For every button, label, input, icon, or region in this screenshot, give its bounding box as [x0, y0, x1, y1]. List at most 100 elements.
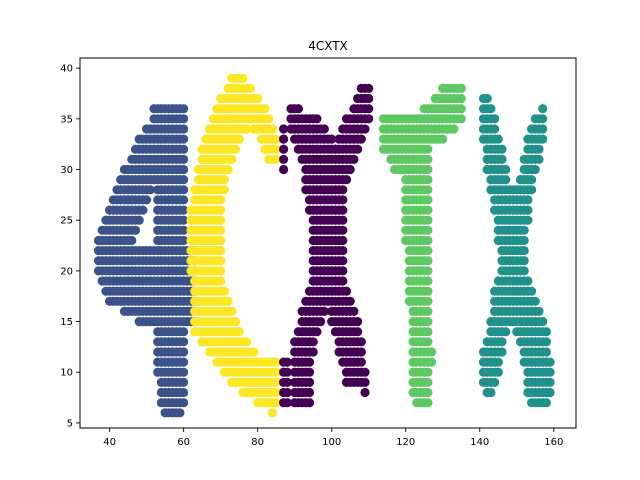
scatter-point [545, 357, 555, 367]
scatter-point [527, 185, 537, 195]
scatter-point [279, 124, 289, 134]
scatter-point [353, 144, 363, 154]
scatter-point [538, 134, 548, 144]
scatter-point [279, 134, 289, 144]
scatter-point [179, 195, 189, 205]
scatter-point [179, 124, 189, 134]
scatter-point [497, 337, 507, 347]
scatter-point [364, 104, 374, 114]
scatter-point [338, 256, 348, 266]
scatter-point [497, 154, 507, 164]
scatter-point [179, 175, 189, 185]
scatter-point [338, 266, 348, 276]
scatter-point [493, 367, 503, 377]
scatter-point [356, 357, 366, 367]
scatter-point [423, 144, 433, 154]
scatter-point [130, 225, 141, 235]
scatter-point [356, 337, 366, 347]
scatter-point [304, 387, 315, 398]
scatter-point [423, 377, 433, 387]
scatter-point [423, 246, 433, 256]
scatter-point [279, 164, 289, 175]
scatter-point [282, 377, 292, 387]
scatter-point [490, 114, 500, 124]
scatter-point [338, 195, 348, 205]
scatter-point [175, 408, 185, 418]
x-tick-label: 100 [322, 437, 341, 448]
scatter-point [279, 154, 289, 164]
scatter-point [456, 104, 466, 114]
scatter-point [501, 327, 511, 337]
scatter-point [142, 195, 152, 205]
scatter-point [219, 286, 229, 296]
scatter-point [423, 317, 433, 327]
scatter-point [423, 225, 433, 235]
scatter-point [308, 347, 318, 357]
scatter-point [227, 154, 237, 164]
scatter-point [179, 337, 189, 347]
scatter-point [497, 144, 507, 154]
scatter-point [456, 114, 466, 124]
scatter-point [271, 357, 281, 367]
scatter-point [534, 144, 544, 154]
scatter-point [327, 134, 337, 144]
scatter-point [423, 215, 433, 225]
scatter-point [538, 114, 548, 124]
y-tick-label: 40 [60, 64, 73, 75]
scatter-point [253, 93, 263, 104]
scatter-point [271, 154, 281, 164]
scatter-point [230, 144, 241, 154]
scatter-point [364, 114, 374, 124]
scatter-point [271, 367, 281, 377]
scatter-point [423, 266, 433, 276]
scatter-point [490, 124, 500, 134]
scatter-point [293, 104, 303, 114]
scatter-point [456, 83, 466, 93]
scatter-point [304, 398, 315, 408]
scatter-points [93, 73, 555, 418]
scatter-point [282, 387, 292, 398]
scatter-point [345, 164, 355, 175]
scatter-point [179, 104, 189, 114]
plot-frame [79, 57, 577, 429]
scatter-point [216, 256, 226, 266]
scatter-point [260, 104, 270, 114]
scatter-point [353, 327, 363, 337]
scatter-point [179, 164, 189, 175]
scatter-point [179, 357, 189, 367]
scatter-point [279, 144, 289, 154]
scatter-point [223, 296, 233, 306]
scatter-point [519, 266, 529, 276]
scatter-point [179, 185, 189, 195]
scatter-point [427, 357, 437, 367]
scatter-point [356, 134, 366, 144]
scatter-point [423, 235, 433, 246]
scatter-point [541, 398, 552, 408]
scatter-point [249, 347, 259, 357]
x-tick-label: 120 [396, 437, 415, 448]
scatter-point [360, 124, 370, 134]
scatter-point [179, 347, 189, 357]
scatter-point [304, 367, 315, 377]
y-tick-label: 20 [60, 266, 73, 277]
scatter-point [308, 337, 318, 347]
scatter-point [179, 154, 189, 164]
scatter-point [234, 327, 244, 337]
scatter-point [541, 337, 552, 347]
scatter-point [264, 114, 274, 124]
scatter-point [223, 164, 233, 175]
scatter-point [179, 114, 189, 124]
scatter-point [338, 225, 348, 235]
scatter-point [267, 124, 278, 134]
scatter-point [179, 367, 189, 377]
scatter-point [179, 225, 189, 235]
scatter-point [216, 195, 226, 205]
scatter-point [338, 276, 348, 286]
scatter-point [312, 114, 322, 124]
scatter-point [423, 276, 433, 286]
scatter-point [242, 124, 252, 134]
scatter-point [234, 134, 244, 144]
scatter-point [486, 104, 496, 114]
y-tick-label: 25 [60, 216, 73, 227]
x-tick-label: 160 [544, 437, 563, 448]
